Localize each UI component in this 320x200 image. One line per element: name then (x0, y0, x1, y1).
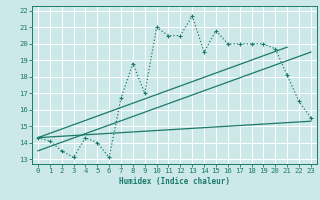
X-axis label: Humidex (Indice chaleur): Humidex (Indice chaleur) (119, 177, 230, 186)
